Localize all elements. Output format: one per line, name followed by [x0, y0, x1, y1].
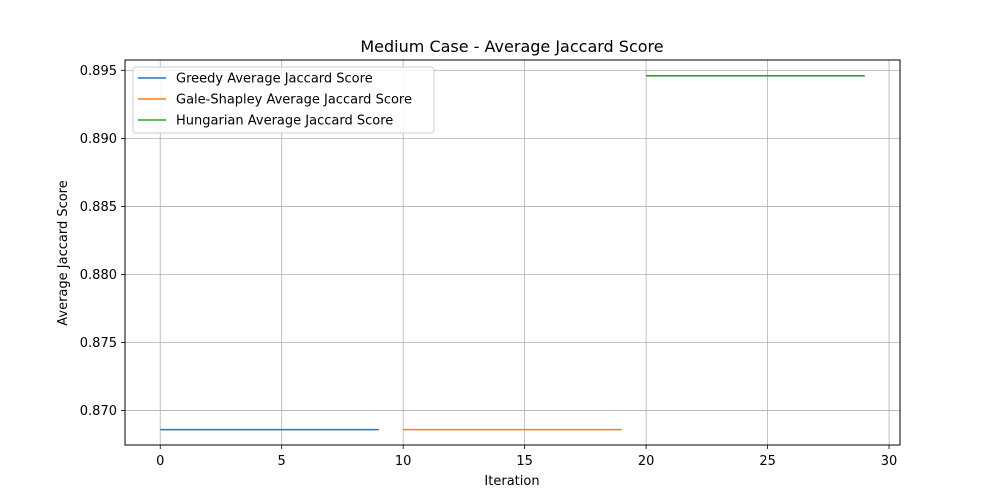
- y-tick-label: 0.895: [80, 64, 117, 79]
- x-tick-label: 5: [278, 454, 286, 469]
- legend-label: Gale-Shapley Average Jaccard Score: [176, 93, 412, 108]
- y-axis-ticks: 0.870 0.875 0.880 0.885 0.890 0.895: [80, 64, 125, 419]
- y-tick-label: 0.870: [80, 404, 117, 419]
- x-tick-label: 0: [156, 454, 164, 469]
- x-tick-label: 30: [881, 454, 898, 469]
- x-tick-label: 25: [759, 454, 776, 469]
- chart-title: Medium Case - Average Jaccard Score: [360, 37, 663, 56]
- y-tick-label: 0.885: [80, 200, 117, 215]
- x-axis-label: Iteration: [484, 474, 539, 489]
- y-tick-label: 0.875: [80, 336, 117, 351]
- legend-label: Greedy Average Jaccard Score: [176, 72, 373, 87]
- x-tick-label: 20: [638, 454, 655, 469]
- y-tick-label: 0.890: [80, 132, 117, 147]
- y-tick-label: 0.880: [80, 268, 117, 283]
- x-tick-label: 10: [395, 454, 412, 469]
- x-tick-label: 15: [516, 454, 533, 469]
- plot-frame: [124, 59, 901, 446]
- y-axis-label: Average Jaccard Score: [56, 180, 71, 326]
- x-axis-ticks: 0 5 10 15 20 25 30: [156, 445, 897, 469]
- legend: Greedy Average Jaccard Score Gale-Shapley…: [132, 66, 435, 134]
- series-lines: [160, 74, 865, 431]
- grid-lines: [125, 60, 900, 445]
- legend-label: Hungarian Average Jaccard Score: [176, 114, 393, 129]
- legend-box: [132, 66, 435, 134]
